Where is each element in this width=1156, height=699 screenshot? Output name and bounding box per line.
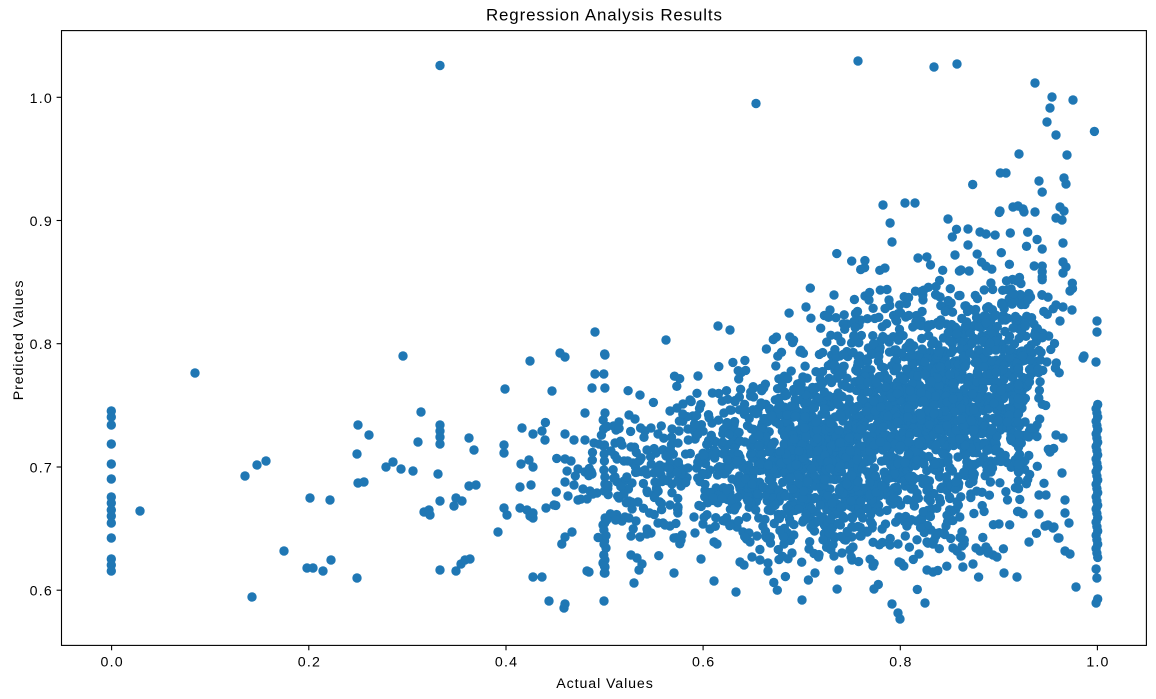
svg-text:1.0: 1.0 [1086,655,1109,671]
svg-text:0.8: 0.8 [889,655,912,671]
svg-text:0.8: 0.8 [30,337,53,353]
svg-text:Predicted Values: Predicted Values [11,280,27,401]
svg-text:Regression Analysis Results: Regression Analysis Results [486,5,723,24]
svg-text:0.2: 0.2 [298,655,321,671]
svg-text:0.4: 0.4 [495,655,518,671]
svg-text:1.0: 1.0 [30,91,53,107]
svg-text:0.0: 0.0 [101,655,124,671]
svg-text:0.6: 0.6 [30,584,53,600]
svg-text:0.9: 0.9 [30,214,53,230]
svg-text:Actual Values: Actual Values [556,676,653,692]
svg-text:0.7: 0.7 [30,461,53,477]
svg-text:0.6: 0.6 [692,655,715,671]
